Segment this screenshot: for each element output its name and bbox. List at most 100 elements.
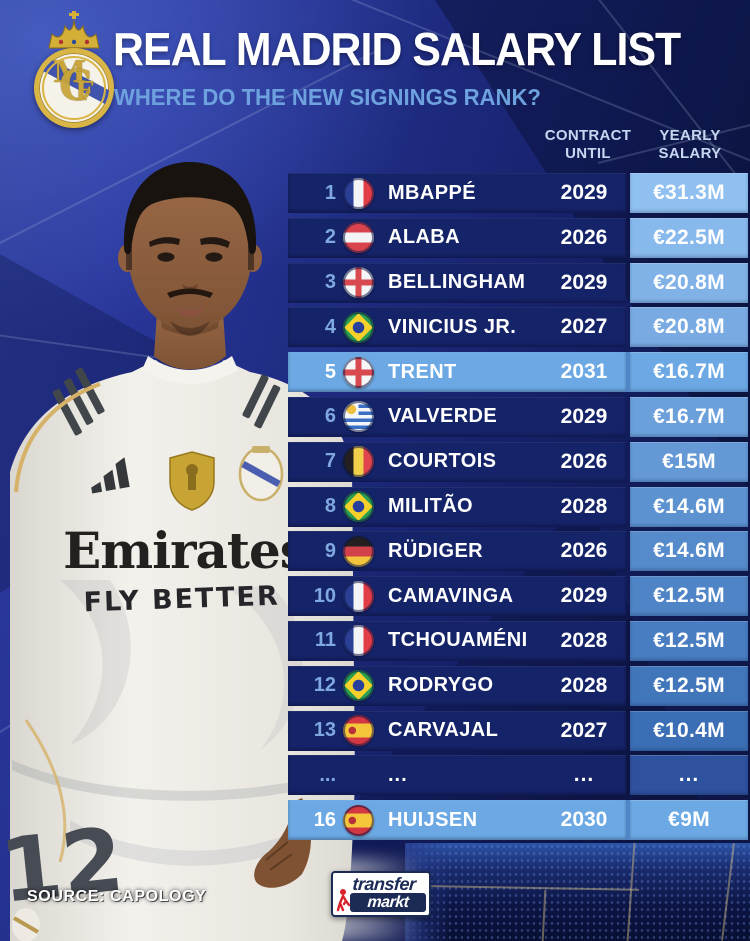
flag-icon (343, 491, 374, 523)
contract-year: 2028 (560, 628, 608, 652)
rank: 4 (324, 315, 336, 338)
rank: 11 (314, 629, 336, 652)
page-subtitle: WHERE DO THE NEW SIGNINGS RANK? (114, 84, 541, 110)
contract-year: 2026 (560, 539, 608, 563)
salary-cell: €12.5M (630, 576, 748, 617)
rank: 8 (324, 495, 336, 518)
player-name: ... (388, 763, 408, 786)
contract-year: 2027 (560, 718, 608, 742)
salary-table: 1 MBAPPÉ 2029 €31.3M 2 ALABA 2026 €22.5M (288, 173, 748, 841)
rank: 2 (324, 226, 336, 249)
salary-value: €12.5M (653, 628, 725, 652)
flag-icon (343, 804, 374, 836)
transfermarkt-logo: transfer markt (331, 871, 431, 917)
stadium-structure-line (430, 885, 640, 891)
salary-value: €16.7M (653, 360, 725, 384)
salary-cell: €12.5M (630, 665, 748, 706)
salary-cell: €9M (630, 800, 748, 841)
salary-cell: €12.5M (630, 620, 748, 661)
salary-value: €16.7M (653, 404, 725, 428)
table-row: 13 CARVAJAL 2027 €10.4M (288, 710, 748, 751)
table-row: 1 MBAPPÉ 2029 €31.3M (288, 173, 748, 213)
crest-crown-icon (48, 11, 100, 49)
crest-circle: M C F (34, 48, 114, 128)
rank: 7 (324, 450, 336, 473)
stadium-structure-line (541, 889, 547, 941)
rank: ... (319, 763, 336, 786)
stadium-crowd-photo (405, 843, 750, 941)
table-row: 2 ALABA 2026 €22.5M (288, 217, 748, 258)
table-row: 9 RÜDIGER 2026 €14.6M (288, 531, 748, 572)
player-name: VALVERDE (388, 405, 498, 428)
salary-value: €12.5M (653, 584, 725, 608)
table-row: 10 CAMAVINGA 2029 €12.5M (288, 576, 748, 617)
rank: 9 (324, 539, 336, 562)
salary-value: €14.6M (653, 539, 725, 563)
salary-cell: €16.7M (630, 396, 748, 437)
salary-value: €20.8M (653, 315, 725, 339)
player-name: RODRYGO (388, 674, 494, 697)
table-row: 8 MILITÃO 2028 €14.6M (288, 486, 748, 527)
table-row: 7 COURTOIS 2026 €15M (288, 441, 748, 482)
flag-icon (343, 311, 374, 343)
flag-icon (343, 267, 374, 299)
salary-cell: €14.6M (630, 486, 748, 527)
flag-icon (343, 446, 374, 478)
contract-year: 2029 (560, 584, 608, 608)
salary-value: €31.3M (653, 181, 725, 204)
shorts-crest-icon (12, 908, 40, 941)
salary-value: €14.6M (653, 494, 725, 518)
contract-year: 2028 (560, 494, 608, 518)
transfermarkt-logo-strip: markt (350, 893, 426, 912)
player-name: BELLINGHAM (388, 271, 526, 294)
club-world-cup-badge-icon (169, 451, 215, 511)
table-row: 11 TCHOUAMÉNI 2028 €12.5M (288, 620, 748, 661)
transfermarkt-logo-bottom-text: markt (366, 894, 410, 911)
salary-value: €20.8M (653, 270, 725, 294)
salary-value: €10.4M (653, 718, 725, 742)
contract-year: 2028 (560, 673, 608, 697)
player-name: TRENT (388, 360, 457, 383)
flag-icon (343, 580, 374, 612)
rank: 3 (324, 271, 336, 294)
rank: 1 (324, 181, 336, 204)
transfermarkt-logo-top-text: transfer (351, 874, 417, 894)
salary-cell: €22.5M (630, 217, 748, 258)
stadium-structure-line (721, 843, 735, 941)
salary-value: ... (678, 763, 700, 787)
real-madrid-jersey-crest-icon (238, 446, 284, 502)
contract-year: 2031 (560, 360, 608, 384)
rank: 6 (324, 405, 336, 428)
player-name: CAMAVINGA (388, 584, 514, 607)
salary-value: €15M (662, 449, 716, 473)
shorts-number: 12 (0, 808, 128, 923)
table-row: 6 VALVERDE 2029 €16.7M (288, 396, 748, 437)
flag-icon (343, 535, 374, 567)
rank: 16 (313, 808, 336, 831)
flag-icon (343, 177, 374, 209)
rank: 5 (324, 360, 336, 383)
contract-year: 2026 (560, 449, 608, 473)
table-row: 4 VINICIUS JR. 2027 €20.8M (288, 307, 748, 348)
table-row-highlighted: 16 HUIJSEN 2030 €9M (288, 800, 748, 841)
table-row-ellipsis: ... ... ... ... (288, 755, 748, 796)
flag-icon (343, 715, 374, 747)
player-name: CARVAJAL (388, 719, 499, 742)
contract-year: ... (573, 763, 595, 787)
table-row: 12 RODRYGO 2028 €12.5M (288, 665, 748, 706)
flag-icon (343, 401, 374, 433)
rank: 12 (313, 674, 336, 697)
flag-icon (343, 670, 374, 702)
player-name: HUIJSEN (388, 808, 478, 831)
jersey-sponsor-text: Emirates (63, 521, 307, 580)
salary-cell: €10.4M (630, 710, 748, 751)
contract-year: 2030 (560, 808, 608, 832)
table-row-highlighted: 5 TRENT 2031 €16.7M (288, 352, 748, 393)
salary-cell: €20.8M (630, 307, 748, 348)
jersey-tagline-text: FLY BETTER (83, 581, 280, 619)
rank: 13 (313, 719, 336, 742)
salary-cell: €31.3M (630, 173, 748, 213)
rank: 10 (313, 584, 336, 607)
column-header-salary: YEARLY SALARY (658, 127, 722, 162)
salary-value: €22.5M (653, 225, 725, 249)
